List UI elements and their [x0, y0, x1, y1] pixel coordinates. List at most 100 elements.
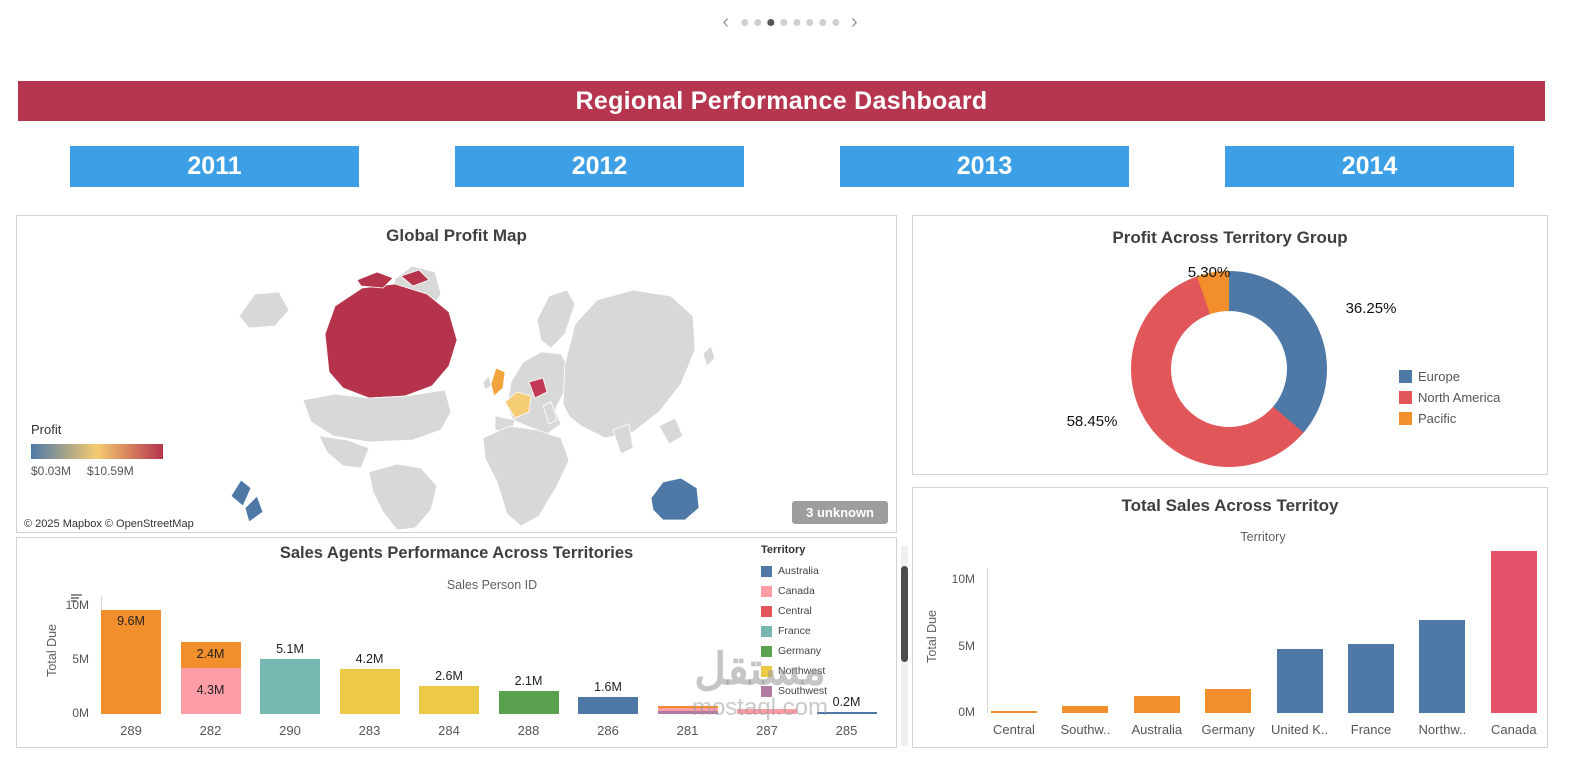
- map-attribution[interactable]: © 2025 Mapbox © OpenStreetMap: [21, 518, 197, 530]
- carousel-dot-3[interactable]: [780, 18, 787, 26]
- legend-item-southwest[interactable]: Southwest: [761, 681, 893, 701]
- bar-central[interactable]: [991, 711, 1037, 713]
- sales-agents-panel: Sales Agents Performance Across Territor…: [16, 537, 897, 748]
- country-united-states[interactable]: [302, 389, 452, 443]
- bar-284[interactable]: [419, 685, 479, 714]
- donut-title: Profit Across Territory Group: [1112, 228, 1348, 247]
- year-button-2012[interactable]: 2012: [455, 146, 744, 187]
- bar-282[interactable]: [180, 667, 241, 714]
- x-tick-label: 282: [199, 723, 222, 738]
- bar-286[interactable]: [578, 696, 638, 714]
- bar-287[interactable]: [737, 708, 797, 714]
- country-germany[interactable]: [528, 377, 548, 399]
- country-canada[interactable]: [324, 283, 458, 399]
- legend-item-north-america[interactable]: North America: [1399, 387, 1500, 408]
- carousel-dot-2[interactable]: [767, 18, 774, 26]
- bar-290[interactable]: [260, 658, 320, 714]
- bar-281[interactable]: [657, 707, 718, 711]
- country-alaska: [238, 291, 290, 329]
- country-ireland: [482, 375, 492, 391]
- bar-282[interactable]: [180, 641, 241, 668]
- territory-sales-title: Total Sales Across Territoy: [1121, 496, 1339, 515]
- legend-scrollbar-thumb[interactable]: [901, 566, 908, 662]
- x-tick-label: Central: [993, 722, 1035, 737]
- north-america-pct-label: 58.45%: [1066, 413, 1118, 430]
- bar-germany[interactable]: [1205, 689, 1252, 713]
- legend-item-germany[interactable]: Germany: [761, 641, 893, 661]
- x-tick-label: Germany: [1201, 722, 1255, 737]
- carousel-dot-0[interactable]: [741, 18, 748, 26]
- y-tick-label: 0M: [958, 705, 975, 719]
- carousel-dot-7[interactable]: [832, 18, 839, 26]
- bar-value-label: 4.3M: [196, 682, 225, 697]
- legend-item-label: Central: [778, 605, 812, 617]
- bar-283[interactable]: [339, 668, 400, 714]
- map-color-legend: Profit $0.03M $10.59M: [31, 422, 163, 478]
- territory-x-axis-title: Territory: [1240, 530, 1286, 544]
- year-button-2011[interactable]: 2011: [70, 146, 359, 187]
- bar-southw[interactable]: [1062, 706, 1109, 713]
- bar-value-label: 4.2M: [355, 651, 384, 666]
- legend-item-europe[interactable]: Europe: [1399, 366, 1500, 387]
- carousel-dot-5[interactable]: [806, 18, 813, 26]
- x-tick-label: 281: [676, 723, 699, 738]
- bar-281[interactable]: [657, 710, 718, 714]
- bar-value-label: 1.6M: [594, 679, 622, 694]
- bar-canada[interactable]: [1490, 550, 1537, 713]
- country-canada-islands[interactable]: [356, 271, 394, 289]
- dashboard-title: Regional Performance Dashboard: [575, 86, 988, 115]
- y-axis-line: [987, 568, 988, 713]
- country-australia[interactable]: [650, 477, 700, 521]
- legend-swatch: [761, 685, 772, 697]
- donut-hole: [1171, 311, 1287, 427]
- legend-item-pacific[interactable]: Pacific: [1399, 408, 1500, 429]
- bar-value-label: 9.6M: [117, 614, 145, 629]
- x-tick-label: 287: [756, 723, 778, 738]
- carousel-prev-icon[interactable]: ‹: [722, 11, 729, 33]
- bar-288[interactable]: [498, 691, 559, 714]
- region-asia: [562, 289, 696, 439]
- territory-legend-items: Australia Canada Central France Germany North…: [761, 561, 893, 701]
- country-india: [612, 423, 634, 455]
- country-new-zealand-south[interactable]: [244, 495, 264, 523]
- world-map[interactable]: [17, 254, 898, 530]
- country-canada-islands-2[interactable]: [400, 269, 430, 287]
- country-united-kingdom[interactable]: [490, 367, 506, 397]
- bar-united-k[interactable]: [1276, 649, 1323, 713]
- x-tick-label: 283: [358, 723, 381, 738]
- year-button-2013[interactable]: 2013: [840, 146, 1129, 187]
- legend-item-australia[interactable]: Australia: [761, 561, 893, 581]
- legend-item-northwest[interactable]: Northwest: [761, 661, 893, 681]
- country-new-zealand[interactable]: [230, 479, 252, 507]
- x-tick-label: Australia: [1131, 722, 1183, 737]
- sort-icon[interactable]: [71, 594, 83, 605]
- legend-swatch: [761, 645, 772, 657]
- bar-289[interactable]: [101, 610, 161, 714]
- carousel-dot-6[interactable]: [819, 18, 826, 26]
- bar-281[interactable]: [657, 705, 718, 708]
- carousel-next-icon[interactable]: ›: [851, 11, 858, 33]
- bar-france[interactable]: [1348, 643, 1394, 713]
- legend-item-france[interactable]: France: [761, 621, 893, 641]
- year-button-2014[interactable]: 2014: [1225, 146, 1514, 187]
- legend-item-label: Northwest: [778, 665, 826, 677]
- x-tick-label: United K..: [1271, 722, 1329, 737]
- bar-australia[interactable]: [1133, 695, 1180, 713]
- bar-285[interactable]: [816, 711, 877, 714]
- territory-y-axis-title: Total Due: [925, 610, 939, 663]
- legend-item-central[interactable]: Central: [761, 601, 893, 621]
- carousel-dot-4[interactable]: [793, 18, 800, 26]
- legend-item-label: Europe: [1418, 369, 1460, 384]
- legend-item-canada[interactable]: Canada: [761, 581, 893, 601]
- country-japan: [702, 345, 716, 367]
- bar-northw[interactable]: [1419, 619, 1466, 713]
- carousel-dots: [741, 18, 839, 26]
- x-tick-label: Southw..: [1060, 722, 1111, 737]
- unknown-badge[interactable]: 3 unknown: [792, 501, 888, 524]
- carousel-dot-1[interactable]: [754, 18, 761, 26]
- legend-swatch: [1399, 391, 1412, 404]
- legend-swatch: [1399, 412, 1412, 425]
- europe-pct-label: 36.25%: [1345, 300, 1397, 317]
- country-france[interactable]: [504, 391, 532, 419]
